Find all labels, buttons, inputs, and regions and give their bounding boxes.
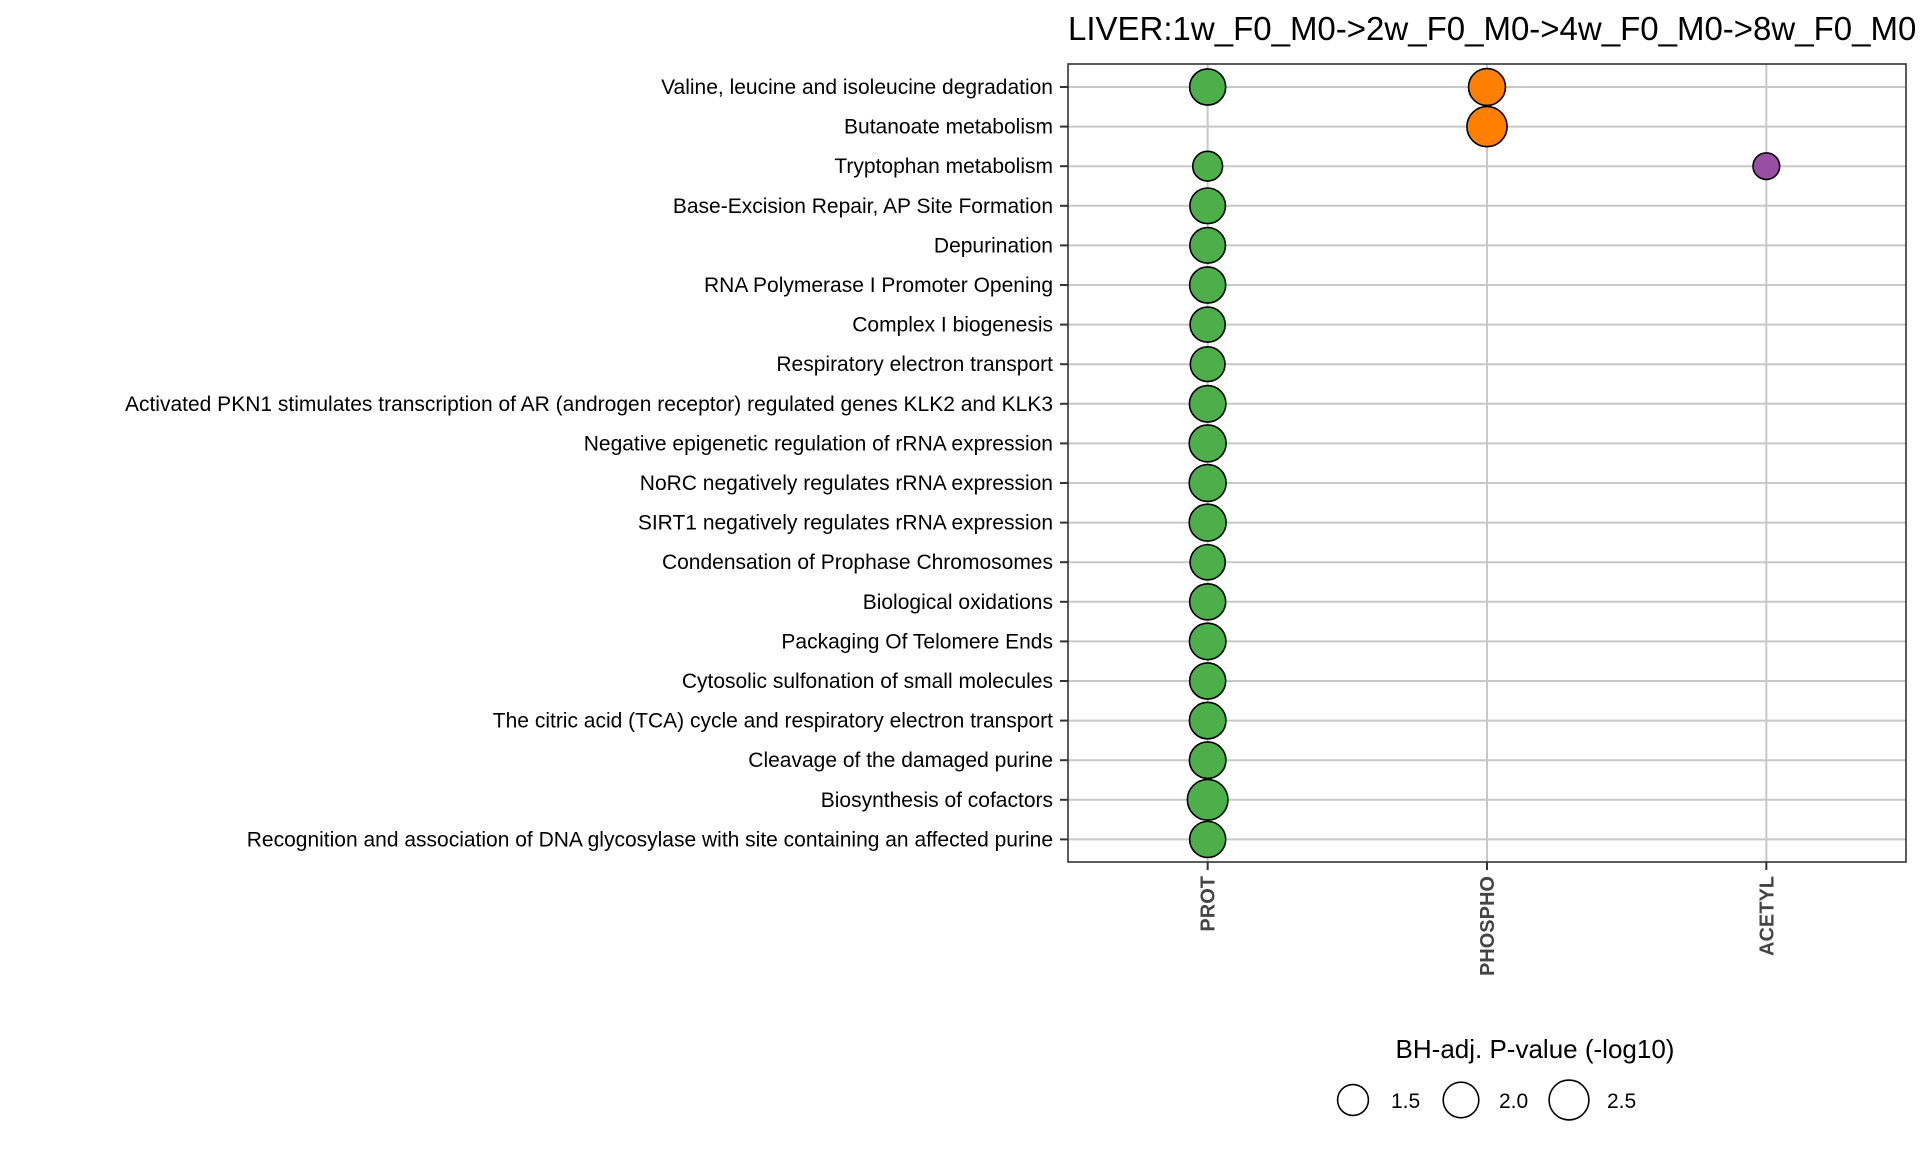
data-point — [1466, 105, 1508, 148]
y-tick-label: Butanoate metabolism — [844, 116, 1053, 139]
data-point — [1189, 306, 1227, 343]
y-tick-label: SIRT1 negatively regulates rRNA expressi… — [638, 512, 1053, 535]
data-point — [1189, 187, 1227, 225]
data-point — [1188, 701, 1227, 740]
x-tick-label: PHOSPHO — [1477, 876, 1499, 976]
data-point — [1188, 582, 1227, 621]
data-point — [1188, 463, 1227, 503]
data-point — [1188, 424, 1227, 463]
data-point — [1186, 778, 1229, 821]
data-point — [1188, 68, 1227, 106]
legend-key-label: 2.5 — [1607, 1090, 1636, 1113]
legend-key-label: 1.5 — [1391, 1090, 1420, 1113]
points-layer — [1186, 67, 1781, 859]
y-tick-label: Condensation of Prophase Chromosomes — [662, 551, 1053, 574]
y-tick-label: Activated PKN1 stimulates transcription … — [125, 393, 1053, 416]
y-tick-label: Complex I biogenesis — [852, 314, 1053, 337]
y-tick-label: Base-Excision Repair, AP Site Formation — [673, 195, 1053, 218]
data-point — [1189, 543, 1227, 581]
data-point — [1752, 152, 1781, 181]
data-point — [1188, 662, 1227, 700]
data-point — [1188, 384, 1227, 423]
size-legend: BH-adj. P-value (-log10) 1.5 2.0 2.5 — [1336, 1034, 1675, 1121]
data-point — [1188, 741, 1227, 780]
y-tick-label: NoRC negatively regulates rRNA expressio… — [640, 472, 1053, 495]
legend-key-circle — [1442, 1081, 1480, 1119]
y-tick-label: The citric acid (TCA) cycle and respirat… — [493, 710, 1053, 733]
y-tick-label: Tryptophan metabolism — [834, 155, 1053, 178]
data-point — [1467, 67, 1507, 107]
grid-layer — [1068, 64, 1906, 862]
data-point — [1188, 266, 1227, 304]
y-tick-label: Valine, leucine and isoleucine degradati… — [661, 76, 1053, 99]
y-tick-label: Recognition and association of DNA glyco… — [247, 828, 1053, 851]
y-tick-label: Biological oxidations — [863, 591, 1053, 614]
data-point — [1188, 622, 1227, 661]
data-point — [1188, 503, 1227, 542]
legend-title: BH-adj. P-value (-log10) — [1396, 1034, 1675, 1064]
data-point — [1188, 820, 1227, 859]
y-tick-label: Depurination — [934, 234, 1053, 257]
legend-key-circle — [1548, 1079, 1590, 1121]
x-tick-label: PROT — [1198, 876, 1220, 932]
y-tick-label: Biosynthesis of cofactors — [821, 789, 1053, 812]
data-point — [1189, 226, 1227, 264]
data-point — [1189, 346, 1226, 383]
legend-key-circle — [1336, 1083, 1370, 1117]
axis-layer: Valine, leucine and isoleucine degradati… — [125, 76, 1778, 976]
y-tick-label: Respiratory electron transport — [776, 353, 1053, 376]
x-tick-label: ACETYL — [1756, 876, 1778, 956]
y-tick-label: RNA Polymerase I Promoter Opening — [704, 274, 1053, 297]
chart-title: LIVER:1w_F0_M0->2w_F0_M0->4w_F0_M0->8w_F… — [1068, 10, 1916, 47]
legend-key-label: 2.0 — [1499, 1090, 1528, 1113]
y-tick-label: Negative epigenetic regulation of rRNA e… — [584, 432, 1053, 455]
y-tick-label: Cleavage of the damaged purine — [748, 749, 1053, 772]
data-point — [1191, 150, 1224, 182]
y-tick-label: Cytosolic sulfonation of small molecules — [682, 670, 1053, 693]
y-tick-label: Packaging Of Telomere Ends — [781, 630, 1053, 653]
